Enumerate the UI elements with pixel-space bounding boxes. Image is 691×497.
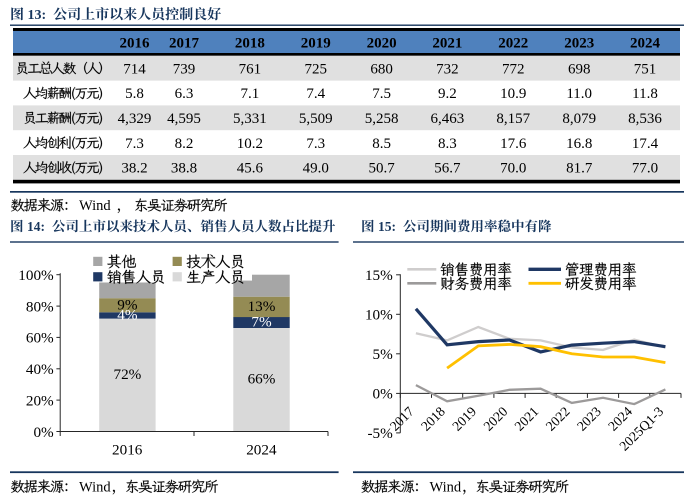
svg-text:2024: 2024: [246, 442, 277, 459]
svg-text:8.5: 8.5: [372, 136, 391, 152]
svg-text:6.3: 6.3: [175, 86, 194, 102]
svg-text:Wind: Wind: [79, 480, 111, 496]
svg-text:9%: 9%: [117, 296, 138, 313]
svg-text:2018: 2018: [418, 404, 448, 434]
svg-text:-5%: -5%: [367, 425, 393, 442]
svg-text:680: 680: [370, 61, 393, 77]
svg-text:2019: 2019: [301, 36, 331, 52]
svg-text:2023: 2023: [574, 404, 604, 434]
svg-text:2022: 2022: [543, 404, 573, 434]
svg-text:725: 725: [304, 61, 327, 77]
svg-text:5%: 5%: [373, 346, 394, 363]
svg-text:11.0: 11.0: [566, 86, 592, 102]
svg-text:2018: 2018: [235, 36, 265, 52]
svg-text:7.3: 7.3: [125, 136, 144, 152]
svg-text:8.2: 8.2: [175, 136, 194, 152]
svg-text:14:: 14:: [27, 219, 45, 234]
svg-text:80%: 80%: [26, 298, 54, 315]
svg-text:38.8: 38.8: [171, 161, 197, 177]
svg-text:70.0: 70.0: [500, 161, 526, 177]
svg-text:2021: 2021: [512, 404, 542, 434]
svg-text:20%: 20%: [26, 392, 54, 409]
svg-text:5,331: 5,331: [233, 111, 267, 127]
svg-text:2019: 2019: [449, 404, 479, 434]
svg-text:2016: 2016: [112, 442, 143, 459]
svg-text:4,595: 4,595: [167, 111, 201, 127]
svg-text:60%: 60%: [26, 330, 54, 347]
svg-text:0%: 0%: [373, 386, 394, 403]
svg-text:5,258: 5,258: [365, 111, 399, 127]
svg-text:10.2: 10.2: [237, 136, 263, 152]
svg-text:4,329: 4,329: [118, 111, 152, 127]
svg-text:13%: 13%: [248, 298, 276, 315]
svg-text:10.9: 10.9: [500, 86, 526, 102]
svg-text:714: 714: [123, 61, 146, 77]
svg-text:13:: 13:: [28, 8, 47, 23]
svg-text:7.1: 7.1: [241, 86, 260, 102]
svg-text:698: 698: [568, 61, 591, 77]
svg-text:7.3: 7.3: [306, 136, 325, 152]
svg-text:15:: 15:: [378, 219, 396, 234]
svg-text:16.8: 16.8: [566, 136, 592, 152]
svg-text:0%: 0%: [33, 424, 54, 441]
svg-text:77.0: 77.0: [632, 161, 658, 177]
svg-text:15%: 15%: [365, 267, 393, 284]
svg-text:72%: 72%: [113, 366, 141, 383]
svg-text:66%: 66%: [248, 371, 276, 388]
svg-text:772: 772: [502, 61, 525, 77]
svg-text:17.6: 17.6: [500, 136, 527, 152]
svg-text:Wind: Wind: [430, 480, 462, 496]
svg-text:732: 732: [436, 61, 459, 77]
svg-text:8,157: 8,157: [496, 111, 530, 127]
svg-text:2022: 2022: [498, 36, 528, 52]
svg-text:7%: 7%: [251, 314, 272, 331]
svg-text:100%: 100%: [18, 267, 54, 284]
svg-text:38.2: 38.2: [121, 161, 147, 177]
svg-text:751: 751: [634, 61, 657, 77]
svg-text:8.3: 8.3: [438, 136, 457, 152]
svg-text:6,463: 6,463: [431, 111, 465, 127]
svg-text:10%: 10%: [365, 307, 393, 324]
svg-text:2017: 2017: [169, 36, 200, 52]
svg-text:761: 761: [239, 61, 262, 77]
svg-text:11.8: 11.8: [632, 86, 658, 102]
svg-text:81.7: 81.7: [566, 161, 593, 177]
svg-text:2020: 2020: [367, 36, 397, 52]
svg-text:7.5: 7.5: [372, 86, 391, 102]
svg-text:2024: 2024: [630, 36, 661, 52]
svg-text:2020: 2020: [480, 404, 510, 434]
svg-text:9.2: 9.2: [438, 86, 457, 102]
svg-text:5.8: 5.8: [125, 86, 144, 102]
svg-text:56.7: 56.7: [434, 161, 461, 177]
svg-text:739: 739: [173, 61, 196, 77]
svg-text:5,509: 5,509: [299, 111, 333, 127]
svg-text:49.0: 49.0: [303, 161, 329, 177]
svg-text:17.4: 17.4: [632, 136, 659, 152]
svg-text:4%: 4%: [117, 307, 138, 324]
svg-text:7.4: 7.4: [306, 86, 325, 102]
svg-text:2016: 2016: [120, 36, 151, 52]
svg-text:50.7: 50.7: [368, 161, 395, 177]
svg-text:8,536: 8,536: [628, 111, 662, 127]
svg-text:40%: 40%: [26, 361, 54, 378]
svg-text:45.6: 45.6: [237, 161, 264, 177]
svg-text:2021: 2021: [432, 36, 462, 52]
svg-text:Wind: Wind: [79, 198, 111, 214]
svg-text:8,079: 8,079: [562, 111, 596, 127]
svg-text:2023: 2023: [564, 36, 594, 52]
